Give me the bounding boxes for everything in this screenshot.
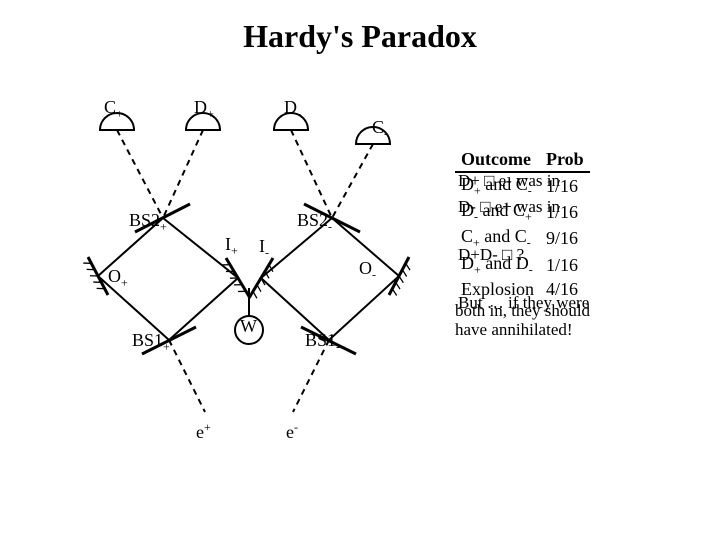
label-d-minus: D-: [284, 97, 301, 122]
label-e-minus: e-: [286, 420, 298, 443]
overlap-text: D+D- □ ?: [458, 245, 524, 265]
prob-cell: 1/16: [540, 252, 590, 278]
label-o-plus: O+: [108, 266, 128, 291]
overlap-text: But … if they were: [458, 293, 589, 313]
overlap-text: D- □ e+ was in: [458, 197, 560, 217]
label-c-minus: C-: [372, 117, 388, 142]
label-bs2-minus: BS2-: [297, 210, 332, 235]
label-i-plus: I+: [225, 234, 238, 259]
label-bs2-plus: BS2+: [129, 210, 167, 235]
label-bs1-minus: BS1-: [305, 330, 340, 355]
table-header-outcome: Outcome: [455, 148, 540, 172]
table-header-prob: Prob: [540, 148, 590, 172]
prob-cell: 9/16: [540, 225, 590, 251]
label-bs1-plus: BS1+: [132, 330, 170, 355]
label-c-plus: C+: [104, 97, 123, 122]
label-w: W: [240, 316, 257, 337]
label-o-minus: O-: [359, 258, 376, 283]
label-i-minus: I-: [259, 236, 269, 261]
label-e-plus: e+: [196, 420, 211, 443]
overlap-text: D+ □ e- was in: [458, 171, 560, 191]
label-d-plus: D+: [194, 97, 214, 122]
